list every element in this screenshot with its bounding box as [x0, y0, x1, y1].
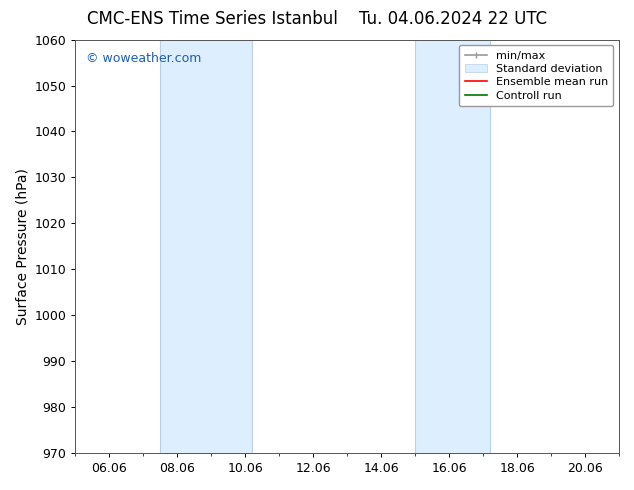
Text: CMC-ENS Time Series Istanbul    Tu. 04.06.2024 22 UTC: CMC-ENS Time Series Istanbul Tu. 04.06.2…: [87, 10, 547, 28]
Text: © woweather.com: © woweather.com: [86, 52, 202, 65]
Legend: min/max, Standard deviation, Ensemble mean run, Controll run: min/max, Standard deviation, Ensemble me…: [459, 45, 614, 106]
Bar: [415, 40, 490, 453]
Y-axis label: Surface Pressure (hPa): Surface Pressure (hPa): [15, 168, 29, 325]
Bar: [160, 40, 252, 453]
